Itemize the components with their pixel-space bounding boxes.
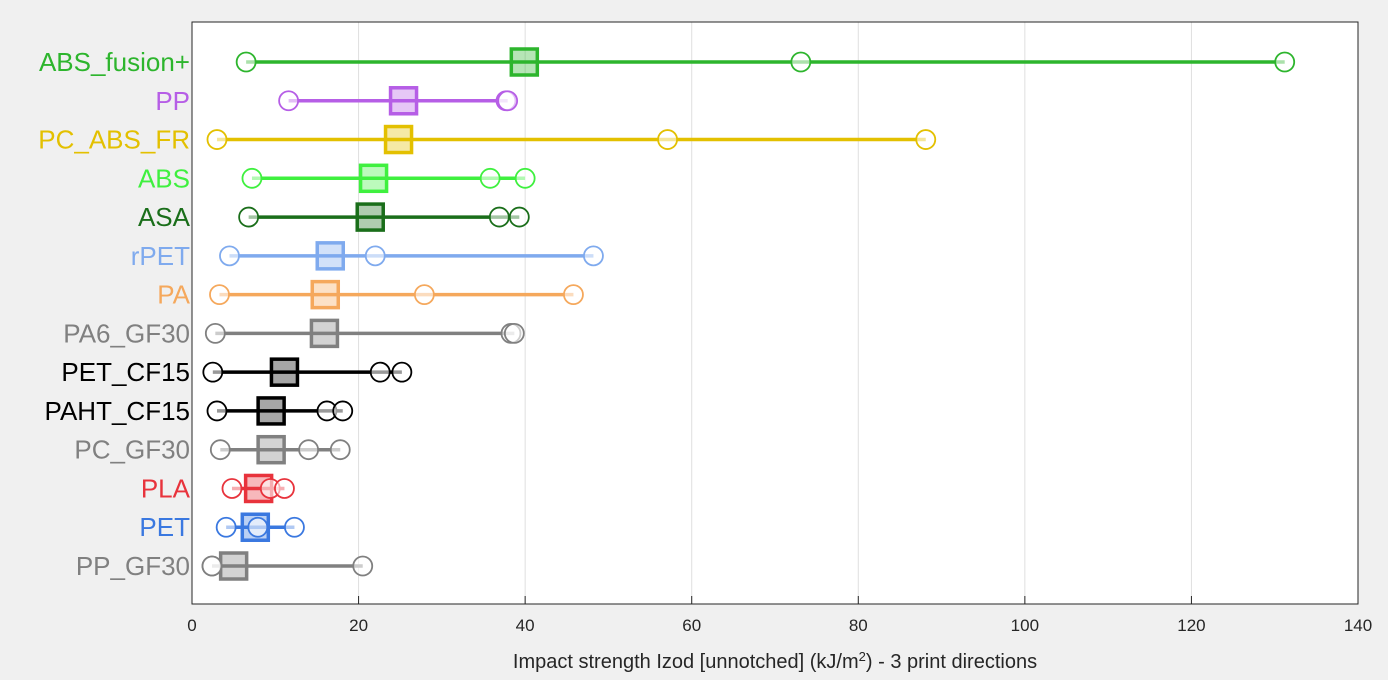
- data-point: [369, 361, 391, 383]
- category-label: PLA: [141, 473, 191, 503]
- series-abs: [241, 163, 536, 194]
- category-label: PET: [139, 512, 190, 542]
- category-labels: ABS_fusion+ PP PC_ABS_FR ABS ASA rPET PA PA6_GF…: [38, 47, 190, 581]
- mean-marker: [509, 47, 540, 77]
- data-point: [497, 90, 519, 112]
- mean-marker: [269, 357, 300, 387]
- x-tick-label: 100: [1011, 616, 1039, 635]
- plot-frame: [191, 21, 1359, 605]
- data-point: [332, 400, 354, 422]
- category-label: ASA: [138, 202, 191, 232]
- series-rpet: [219, 241, 604, 271]
- data-point: [274, 478, 295, 499]
- data-point: [488, 206, 510, 228]
- category-label: ABS_fusion+: [39, 47, 190, 77]
- data-point: [238, 206, 260, 228]
- data-point: [508, 206, 530, 228]
- x-axis-title: Impact strength Izod [unnotched] (kJ/m2)…: [513, 649, 1037, 674]
- mean-marker: [355, 202, 385, 232]
- data-point: [235, 51, 257, 73]
- data-point: [209, 439, 231, 461]
- data-point: [413, 284, 435, 306]
- data-point: [202, 361, 224, 383]
- category-label: PET_CF15: [61, 357, 190, 387]
- x-axis-title-main: Impact strength Izod [unnotched] (kJ/m: [513, 651, 859, 673]
- data-point: [241, 167, 263, 189]
- data-point: [352, 555, 374, 577]
- series-pc-gf30: [209, 434, 351, 465]
- data-point: [563, 284, 584, 306]
- category-label: PC_ABS_FR: [38, 125, 190, 155]
- category-label: ABS: [138, 163, 190, 193]
- data-point: [583, 245, 604, 267]
- data-point: [1274, 51, 1296, 73]
- mean-marker: [310, 279, 341, 310]
- category-label: rPET: [131, 241, 190, 271]
- x-tick-label: 20: [349, 616, 368, 635]
- mean-marker: [358, 163, 389, 194]
- series-pp-gf30: [201, 551, 374, 581]
- x-tick-label: 60: [682, 616, 701, 635]
- category-label: PAHT_CF15: [45, 396, 190, 426]
- series-paht-cf15: [206, 396, 354, 426]
- mean-marker: [218, 551, 249, 581]
- data-point: [278, 90, 300, 112]
- series-pla: [221, 473, 295, 504]
- category-label: PC_GF30: [74, 435, 190, 465]
- mean-marker: [315, 241, 346, 271]
- data-point: [915, 129, 937, 150]
- data-point: [204, 322, 226, 344]
- mean-marker: [388, 86, 419, 116]
- data-point: [206, 129, 228, 150]
- x-axis-title-tail: ) - 3 print directions: [866, 651, 1037, 673]
- x-tick-label: 40: [516, 616, 535, 635]
- plot-area: [192, 22, 1358, 604]
- data-point: [219, 245, 240, 267]
- series-pet: [215, 512, 305, 542]
- series-pp: [278, 86, 519, 116]
- x-axis-ticks: 0 20 40 60 80 100 120 140: [187, 596, 1372, 635]
- data-point: [514, 167, 536, 189]
- data-point: [298, 439, 320, 461]
- x-tick-label: 0: [187, 616, 196, 635]
- x-tick-label: 140: [1344, 616, 1372, 635]
- grid: [358, 22, 1192, 604]
- data-point: [329, 439, 351, 461]
- data-point: [209, 284, 230, 306]
- data-point: [215, 516, 237, 538]
- mean-marker: [383, 124, 414, 155]
- data-point: [201, 555, 223, 577]
- category-label: PA: [157, 280, 190, 310]
- mean-marker: [309, 318, 340, 349]
- data-point: [364, 245, 386, 267]
- x-tick-label: 80: [849, 616, 868, 635]
- chart-marks: [201, 47, 1296, 581]
- data-point: [479, 167, 501, 189]
- mean-marker: [256, 434, 286, 465]
- data-point: [206, 400, 228, 422]
- series-abs-fusion-: [235, 47, 1296, 77]
- x-tick-label: 120: [1177, 616, 1205, 635]
- data-point: [391, 361, 413, 383]
- data-point: [221, 478, 243, 499]
- series-pet-cf15: [202, 357, 413, 387]
- data-point: [503, 322, 525, 344]
- data-point: [657, 129, 678, 150]
- data-point: [247, 516, 269, 538]
- series-pa: [209, 279, 584, 310]
- category-label: PP: [155, 86, 190, 116]
- data-point: [790, 51, 812, 73]
- category-label: PP_GF30: [76, 551, 190, 581]
- series-pa6-gf30: [204, 318, 525, 349]
- mean-marker: [256, 396, 286, 426]
- series-asa: [238, 202, 530, 232]
- series-pc-abs-fr: [206, 124, 937, 155]
- data-point: [284, 516, 305, 538]
- category-label: PA6_GF30: [63, 318, 190, 348]
- x-axis-title-superscript: 2: [859, 649, 866, 664]
